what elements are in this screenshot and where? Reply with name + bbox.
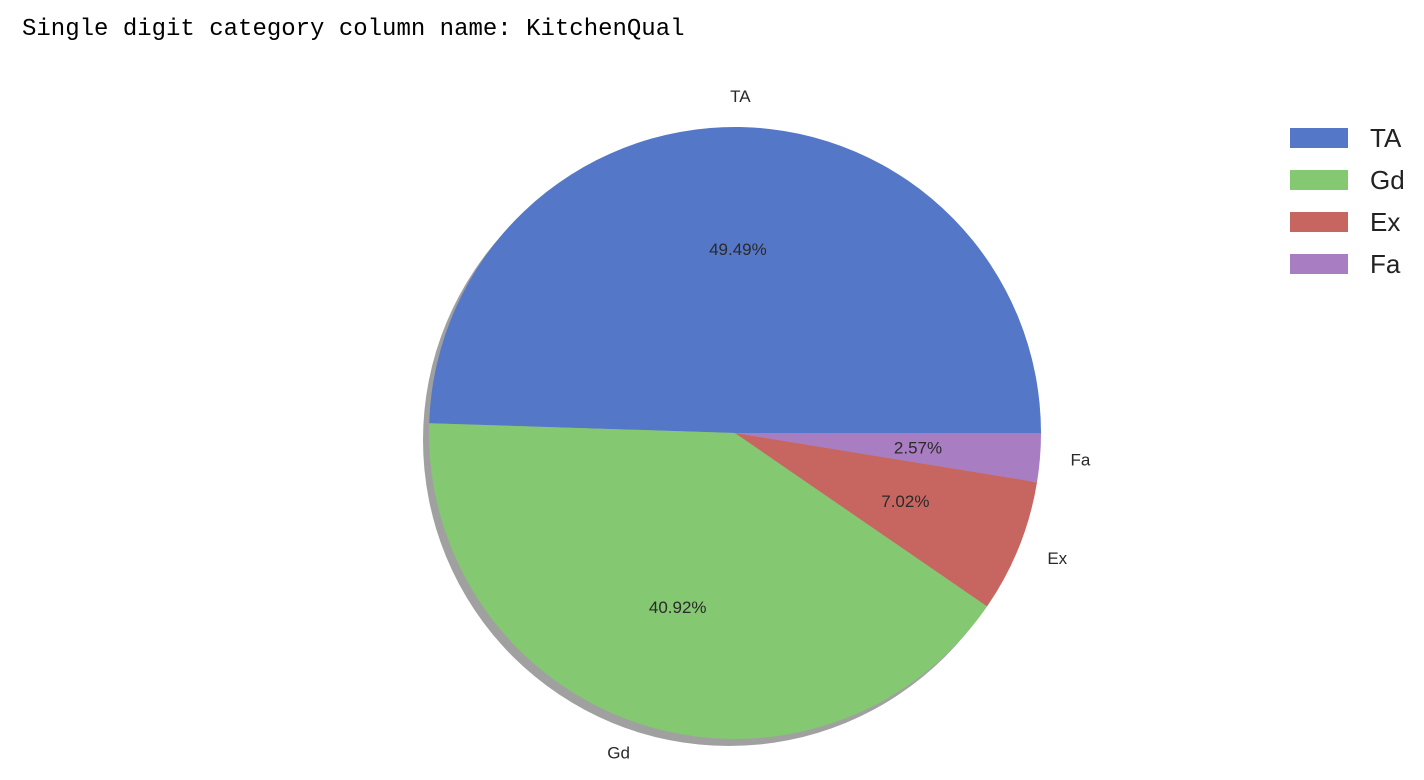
legend-label-ta: TA — [1370, 123, 1402, 153]
cell-output-text: Single digit category column name: Kitch… — [22, 16, 685, 43]
pie-slices — [429, 127, 1041, 739]
pie-category-label-gd: Gd — [607, 743, 630, 762]
legend-swatch-fa — [1290, 254, 1348, 274]
legend-swatch-ex — [1290, 212, 1348, 232]
legend-label-ex: Ex — [1370, 207, 1400, 237]
pie-slice-ex — [735, 433, 1038, 607]
legend-swatch-gd — [1290, 170, 1348, 190]
pie-category-label-fa: Fa — [1071, 451, 1091, 470]
legend-label-gd: Gd — [1370, 165, 1405, 195]
pie-percent-label-gd: 40.92% — [649, 598, 707, 617]
pie-labels: 49.49% TA 40.92% Gd 7.02% Ex 2.57% Fa — [607, 87, 1091, 762]
pie-percent-label-ex: 7.02% — [881, 492, 929, 511]
pie-slice-gd — [429, 423, 988, 739]
pie-category-label-ex: Ex — [1047, 549, 1067, 568]
legend: TA Gd Ex Fa — [1290, 123, 1405, 279]
pie-slice-fa — [735, 433, 1041, 483]
pie-percent-label-fa: 2.57% — [894, 438, 942, 457]
pie-percent-label-ta: 49.49% — [709, 240, 767, 259]
pie-category-label-ta: TA — [730, 87, 751, 106]
pie-slice-ta — [429, 127, 1041, 433]
legend-swatch-ta — [1290, 128, 1348, 148]
legend-label-fa: Fa — [1370, 249, 1401, 279]
